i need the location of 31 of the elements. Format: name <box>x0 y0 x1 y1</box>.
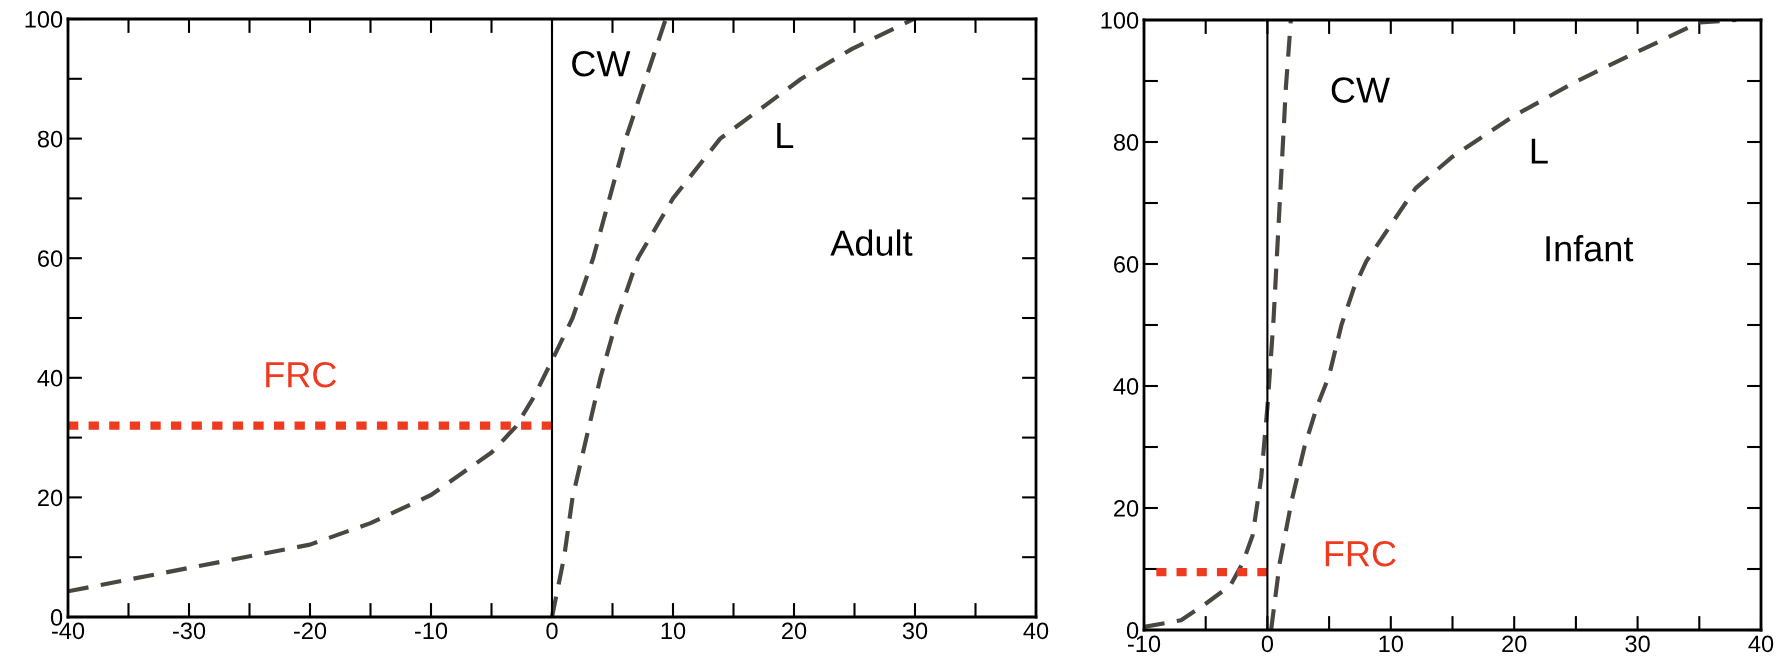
y-tick-label: 20 <box>1114 500 1139 517</box>
y-tick-label: 60 <box>38 250 63 267</box>
y-tick-label: 60 <box>1114 256 1139 273</box>
series-label: CW <box>1331 77 1390 103</box>
series-label: FRC <box>266 361 337 388</box>
x-tick-label: 0 <box>546 622 558 640</box>
y-tick-label: 40 <box>37 369 63 387</box>
x-tick-label: 10 <box>1379 635 1404 653</box>
annotation: Infant <box>1546 235 1634 262</box>
annotation: Adult <box>830 229 913 256</box>
x-tick-label: 40 <box>1748 635 1774 653</box>
x-tick-label: -20 <box>293 622 327 640</box>
y-tick-label: 100 <box>1101 12 1139 29</box>
y-tick-label: 80 <box>1113 134 1139 151</box>
series-label: L <box>1531 138 1548 164</box>
x-tick-label: 30 <box>1625 635 1650 653</box>
x-tick-label: 10 <box>661 622 686 640</box>
y-tick-label: 80 <box>37 130 63 148</box>
series-label: CW <box>572 50 631 77</box>
y-tick-label: 20 <box>38 489 63 507</box>
series-label: L <box>777 123 794 148</box>
x-tick-label: -30 <box>172 622 206 640</box>
y-tick-label: 40 <box>1113 378 1139 395</box>
x-tick-label: 20 <box>782 622 807 640</box>
series-label: FRC <box>1325 540 1396 567</box>
x-tick-label: 20 <box>1502 635 1527 653</box>
x-tick-label: 0 <box>1261 635 1274 653</box>
y-tick-label: 100 <box>25 11 63 28</box>
x-tick-label: 40 <box>1023 622 1049 640</box>
x-tick-label: -10 <box>414 622 448 640</box>
x-tick-label: 30 <box>902 622 928 640</box>
